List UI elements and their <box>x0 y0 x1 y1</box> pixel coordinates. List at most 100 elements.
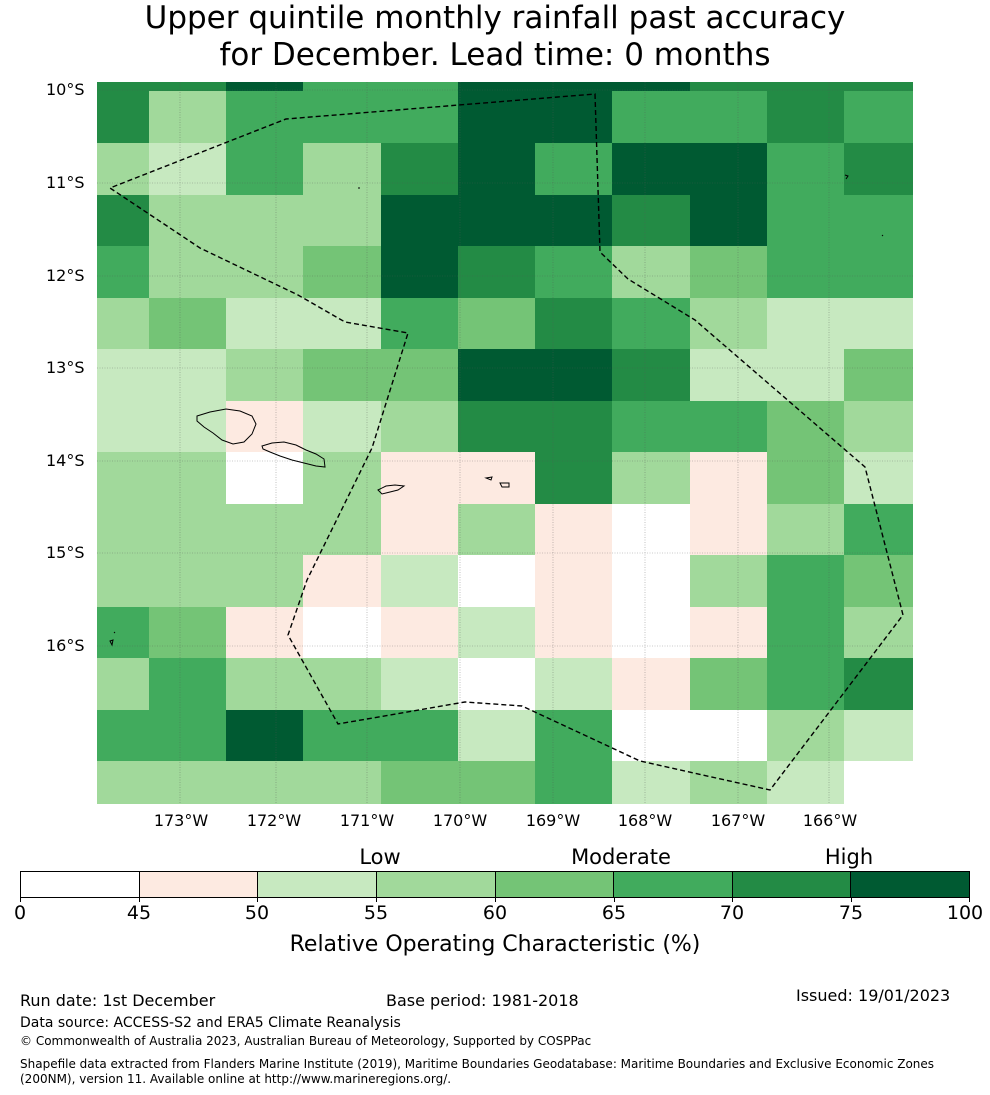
grid-cell <box>612 555 690 607</box>
grid-cell <box>690 401 767 452</box>
lat-label-15s: 15°S <box>46 543 85 562</box>
shapefile-credit-1: Shapefile data extracted from Flanders M… <box>20 1057 935 1071</box>
grid-cell <box>767 504 844 555</box>
grid-cell <box>303 246 381 298</box>
grid-cell <box>690 195 767 246</box>
grid-cell <box>767 710 844 761</box>
grid-cell <box>690 710 767 761</box>
savaii-island <box>196 408 257 445</box>
grid-cell <box>381 298 458 349</box>
grid-cell <box>97 349 149 401</box>
grid-cell <box>535 298 612 349</box>
rainfall-accuracy-map <box>97 82 913 804</box>
colorbar-segment <box>258 872 377 897</box>
grid-cell <box>535 504 612 555</box>
colorbar-tick: 0 <box>13 902 27 924</box>
grid-cell <box>844 195 913 246</box>
grid-cell <box>458 143 535 195</box>
lon-label-169w: 169°W <box>525 811 581 830</box>
copyright: © Commonwealth of Australia 2023, Austra… <box>20 1034 592 1048</box>
niuafoou-island <box>109 639 114 647</box>
grid-cell <box>226 555 303 607</box>
grid-cell <box>226 91 303 143</box>
grid-cell <box>767 82 844 91</box>
grid-cell <box>535 82 612 91</box>
grid-cell <box>381 195 458 246</box>
colorbar-segment <box>21 872 140 897</box>
grid-cell <box>381 143 458 195</box>
grid-cell <box>97 401 149 452</box>
grid-cell <box>97 298 149 349</box>
grid-cell <box>535 91 612 143</box>
grid-cell <box>844 143 913 195</box>
grid-cell <box>535 658 612 710</box>
grid-cell <box>226 607 303 658</box>
grid-cell <box>844 401 913 452</box>
grid-cell <box>690 143 767 195</box>
grid-cell <box>226 246 303 298</box>
colorbar-tick: 75 <box>838 902 864 924</box>
grid-cell <box>767 349 844 401</box>
grid-cell <box>458 298 535 349</box>
grid-cell <box>381 607 458 658</box>
grid-cell <box>767 658 844 710</box>
grid-cell <box>690 349 767 401</box>
grid-cell <box>149 761 226 804</box>
title-line-2: for December. Lead time: 0 months <box>219 37 771 73</box>
tick-mark <box>139 897 140 902</box>
grid-cell <box>149 452 226 504</box>
category-low: Low <box>359 845 401 869</box>
lon-label-166w: 166°W <box>802 811 858 830</box>
grid-cell <box>458 401 535 452</box>
grid-cell <box>844 607 913 658</box>
tokelau-atoll <box>844 174 849 180</box>
grid-cell <box>844 91 913 143</box>
base-period: Base period: 1981-2018 <box>386 991 579 1010</box>
grid-cell <box>381 555 458 607</box>
lon-label-171w: 171°W <box>339 811 395 830</box>
upolu-island <box>261 441 326 468</box>
lon-label-167w: 167°W <box>710 811 766 830</box>
ofu-island <box>484 476 493 481</box>
grid-cell <box>97 555 149 607</box>
category-moderate: Moderate <box>571 845 671 869</box>
grid-cell <box>535 195 612 246</box>
grid-cell <box>303 555 381 607</box>
grid-cell <box>303 761 381 804</box>
grid-cell <box>381 349 458 401</box>
niuafoou-islet <box>113 631 116 634</box>
grid-cell <box>458 504 535 555</box>
grid-cell <box>767 401 844 452</box>
grid-cell <box>226 710 303 761</box>
grid-cell <box>458 349 535 401</box>
grid-cell <box>226 143 303 195</box>
grid-cell <box>844 761 913 804</box>
issued-date: Issued: 19/01/2023 <box>796 986 951 1005</box>
colorbar-tick: 45 <box>126 902 152 924</box>
lon-label-172w: 172°W <box>246 811 302 830</box>
colorbar-tick: 50 <box>244 902 270 924</box>
grid-cell <box>458 607 535 658</box>
grid-cell <box>149 195 226 246</box>
grid-cell <box>303 195 381 246</box>
grid-cell <box>303 452 381 504</box>
grid-cell <box>97 195 149 246</box>
lon-label-168w: 168°W <box>617 811 673 830</box>
grid-cell <box>767 555 844 607</box>
grid-cell <box>767 246 844 298</box>
category-high: High <box>824 845 874 869</box>
grid-cell <box>303 401 381 452</box>
grid-cell <box>381 82 458 91</box>
grid-cell <box>97 91 149 143</box>
shapefile-credit-2: (200NM), version 11. Available online at… <box>20 1072 452 1086</box>
grid-cell <box>844 555 913 607</box>
grid-cell <box>612 349 690 401</box>
tick-mark <box>257 897 258 902</box>
tick-mark <box>614 897 615 902</box>
grid-cell <box>458 91 535 143</box>
grid-cell <box>767 607 844 658</box>
grid-cell <box>303 658 381 710</box>
grid-cell <box>535 246 612 298</box>
grid-cell <box>149 504 226 555</box>
colorbar-segment <box>495 872 615 897</box>
